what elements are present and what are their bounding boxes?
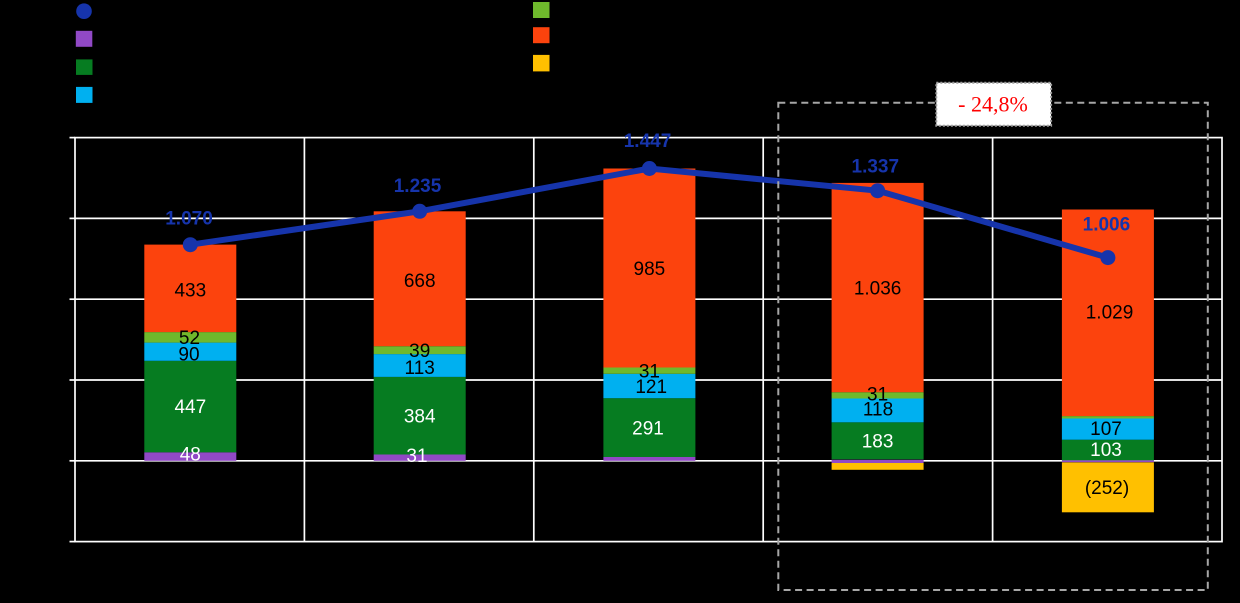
svg-text:- 24,8%: - 24,8% (958, 92, 1028, 117)
svg-text:1.337: 1.337 (852, 156, 900, 177)
svg-text:1.029: 1.029 (1086, 303, 1134, 324)
svg-text:Anlagen: Anlagen (557, 27, 608, 43)
svg-text:48: 48 (180, 444, 201, 465)
svg-text:31: 31 (639, 361, 660, 382)
svg-text:52: 52 (179, 328, 200, 349)
svg-text:Sondereffekte: Sondereffekte (557, 55, 644, 71)
svg-text:107: 107 (1090, 419, 1122, 440)
svg-text:118: 118 (863, 399, 893, 420)
svg-text:31: 31 (867, 384, 888, 405)
svg-text:384: 384 (404, 407, 436, 428)
svg-text:183: 183 (862, 432, 894, 453)
svg-text:668: 668 (404, 271, 436, 292)
svg-text:1.070: 1.070 (165, 209, 213, 230)
svg-text:Service: Service (100, 87, 147, 103)
svg-text:Sonstige: Sonstige (100, 31, 155, 47)
svg-text:985: 985 (634, 259, 666, 280)
svg-text:(252): (252) (1085, 478, 1129, 499)
svg-text:1.036: 1.036 (854, 278, 902, 299)
svg-text:31: 31 (406, 446, 427, 467)
svg-text:Handel: Handel (557, 3, 601, 19)
svg-text:90: 90 (178, 344, 199, 365)
svg-text:Produkte: Produkte (100, 59, 156, 75)
svg-text:291: 291 (632, 418, 664, 439)
svg-text:121: 121 (635, 377, 667, 398)
svg-text:433: 433 (174, 280, 206, 301)
svg-text:1.447: 1.447 (624, 131, 672, 152)
svg-text:447: 447 (174, 397, 206, 418)
svg-text:1.235: 1.235 (394, 176, 442, 197)
svg-text:39: 39 (409, 341, 430, 362)
svg-text:103: 103 (1090, 440, 1122, 461)
svg-text:113: 113 (405, 358, 435, 379)
svg-text:1.006: 1.006 (1083, 214, 1131, 235)
svg-text:Umsatz gesamt: Umsatz gesamt (100, 3, 197, 19)
